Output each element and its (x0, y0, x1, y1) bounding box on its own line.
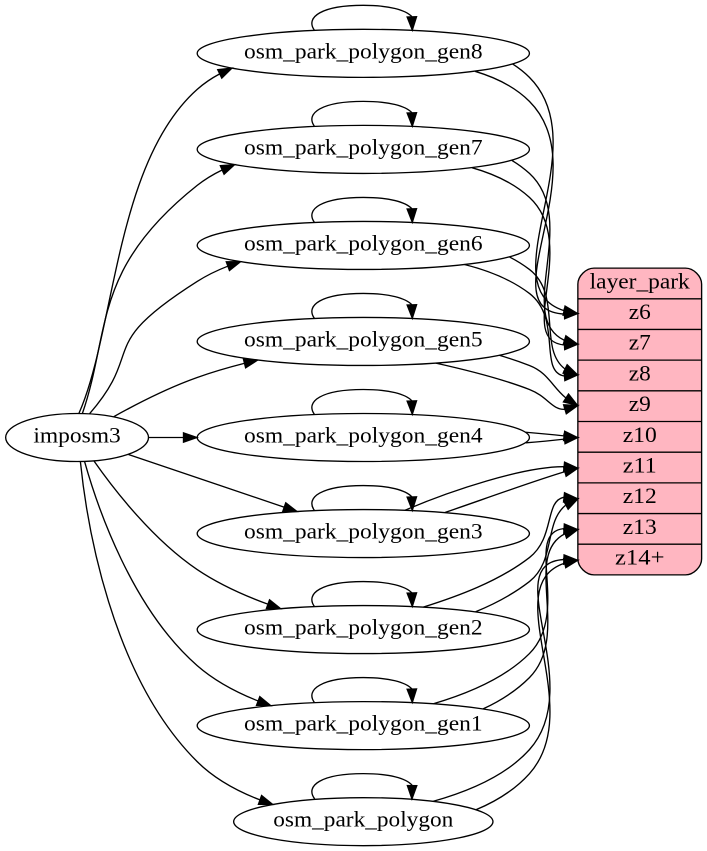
svg-text:z9: z9 (629, 391, 651, 416)
svg-text:z8: z8 (629, 361, 651, 386)
svg-text:osm_park_polygon_gen8: osm_park_polygon_gen8 (244, 38, 483, 63)
svg-text:z7: z7 (629, 330, 651, 355)
svg-text:imposm3: imposm3 (33, 423, 120, 448)
svg-text:layer_park: layer_park (590, 268, 691, 293)
svg-text:z13: z13 (623, 514, 657, 539)
svg-text:z12: z12 (623, 483, 657, 508)
svg-text:osm_park_polygon_gen4: osm_park_polygon_gen4 (244, 423, 483, 448)
svg-text:osm_park_polygon_gen5: osm_park_polygon_gen5 (244, 326, 483, 351)
svg-text:z10: z10 (623, 422, 657, 447)
svg-text:osm_park_polygon: osm_park_polygon (273, 807, 454, 832)
svg-text:z11: z11 (623, 453, 657, 478)
svg-text:osm_park_polygon_gen7: osm_park_polygon_gen7 (244, 134, 483, 159)
svg-text:osm_park_polygon_gen3: osm_park_polygon_gen3 (244, 519, 483, 544)
svg-text:z6: z6 (629, 299, 651, 324)
svg-text:osm_park_polygon_gen2: osm_park_polygon_gen2 (244, 615, 483, 640)
svg-text:osm_park_polygon_gen6: osm_park_polygon_gen6 (244, 230, 483, 255)
svg-text:z14+: z14+ (615, 545, 665, 570)
svg-text:osm_park_polygon_gen1: osm_park_polygon_gen1 (244, 711, 483, 736)
